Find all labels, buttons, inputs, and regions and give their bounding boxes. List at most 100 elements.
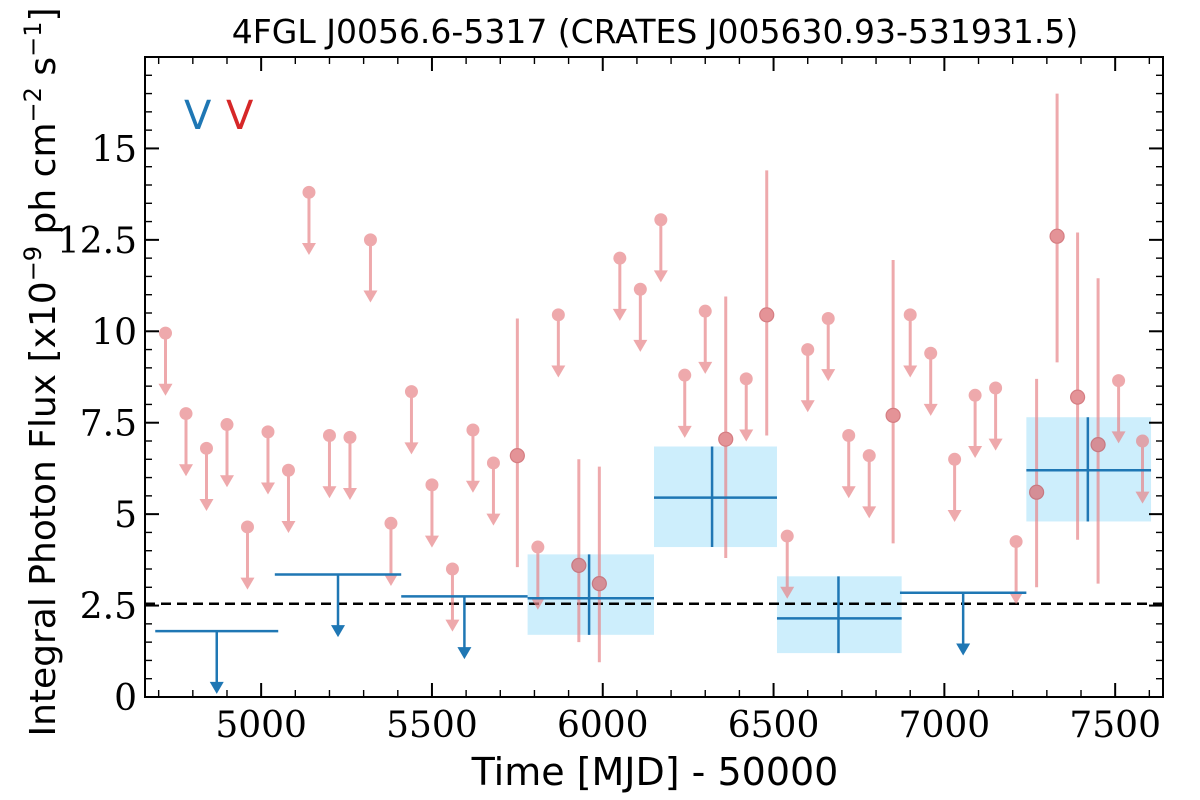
y-tick-label-0: 0 [114, 678, 137, 719]
red-detection-8 [1069, 232, 1086, 540]
red-upper-limit-point-34 [989, 381, 1003, 395]
red-upper-limit-27 [821, 311, 836, 382]
red-detection-point-3 [718, 431, 734, 447]
red-upper-limit-33 [968, 388, 983, 458]
red-upper-limit-point-4 [240, 520, 254, 534]
red-upper-limit-arrow-17 [530, 597, 545, 610]
y-tick-label-4: 10 [91, 312, 137, 353]
red-upper-limit-8 [322, 429, 337, 499]
red-upper-limit-16 [486, 456, 501, 526]
red-upper-limit-arrow-3 [219, 475, 234, 488]
x-tick-label-2: 6000 [557, 705, 649, 746]
blue-detection-3 [1026, 417, 1152, 522]
red-detection-point-5 [885, 407, 901, 423]
legend-entry-0: V [184, 93, 212, 139]
red-upper-limit-1 [178, 407, 193, 477]
red-upper-limit-arrow-21 [653, 270, 668, 283]
red-upper-limit-arrow-26 [800, 400, 815, 413]
red-upper-limit-30 [903, 308, 918, 378]
blue-detection-0 [527, 554, 654, 635]
red-upper-limit-point-5 [261, 425, 275, 439]
x-tick-label-1: 5500 [386, 705, 478, 746]
red-upper-limit-point-24 [739, 372, 753, 386]
red-upper-limit-point-30 [903, 308, 917, 322]
red-upper-limit-point-0 [158, 326, 172, 340]
red-upper-limit-37 [1135, 434, 1150, 504]
red-upper-limit-point-7 [302, 185, 316, 199]
blue-upper-limit-arrow-1 [331, 625, 346, 638]
red-upper-limit-25 [780, 529, 795, 599]
y-axis-label-end: s [23, 57, 64, 87]
red-upper-limit-arrow-13 [424, 535, 439, 548]
y-tick-label-6: 15 [91, 129, 137, 170]
red-upper-limit-point-2 [199, 441, 213, 455]
red-upper-limit-point-9 [343, 430, 357, 444]
red-upper-limit-point-26 [801, 343, 815, 357]
red-upper-limit-arrow-28 [841, 486, 856, 499]
red-upper-limit-arrow-33 [968, 445, 983, 458]
plot-area: 5000 5500 6000 6500 7000 7500 0 2.5 5 7.5 10 12.5 15… [57, 56, 1164, 746]
y-axis-label-main: Integral Photon Flux [x10 [23, 281, 64, 736]
red-detection-point-4 [759, 307, 775, 323]
blue-upper-limit-arrow-0 [209, 681, 224, 694]
red-upper-limit-arrow-9 [342, 488, 357, 501]
red-upper-limit-arrow-34 [988, 438, 1003, 451]
blue-detection-1 [654, 446, 777, 548]
red-upper-limit-arrow-12 [404, 442, 419, 455]
red-upper-limit-arrow-5 [260, 482, 275, 495]
blue-upper-limit-3 [899, 591, 1027, 656]
red-upper-limit-point-36 [1112, 374, 1126, 388]
red-upper-limit-point-15 [466, 423, 480, 437]
red-upper-limit-arrow-10 [363, 290, 378, 303]
y-axis-label-mid: ph cm [23, 122, 64, 245]
red-upper-limit-point-28 [842, 429, 856, 443]
x-tick-label-0: 5000 [215, 705, 307, 746]
red-detection-point-6 [1029, 484, 1045, 500]
legend-entry-1: V [226, 93, 254, 139]
red-upper-limit-point-33 [968, 388, 982, 402]
red-detection-5 [885, 259, 901, 544]
red-upper-limit-point-12 [404, 385, 418, 399]
red-upper-limit-point-19 [613, 251, 627, 265]
red-detection-point-2 [591, 576, 607, 592]
red-upper-limit-23 [698, 304, 713, 374]
red-upper-limit-21 [653, 213, 668, 283]
x-tick-label-4: 7000 [899, 705, 991, 746]
red-upper-limit-arrow-11 [383, 573, 398, 586]
plot-frame [144, 56, 1164, 698]
red-upper-limit-arrow-19 [612, 308, 627, 321]
x-tick-label-3: 6500 [728, 705, 820, 746]
red-upper-limit-arrow-27 [821, 369, 836, 382]
chart-title: 4FGL J0056.6-5317 (CRATES J005630.93-531… [232, 12, 1078, 51]
red-upper-limit-0 [158, 326, 173, 396]
red-upper-limit-point-31 [924, 346, 938, 360]
red-upper-limit-arrow-16 [486, 513, 501, 526]
y-axis-label-exp: −9 [19, 246, 47, 281]
red-upper-limit-arrow-15 [465, 480, 480, 493]
y-axis-label: Integral Photon Flux [x10−9 ph cm−2 s−1] [19, 7, 64, 736]
red-detection-point-8 [1069, 389, 1086, 405]
red-upper-limit-28 [841, 429, 856, 499]
red-upper-limit-5 [260, 425, 275, 495]
y-tick-label-5: 12.5 [57, 221, 137, 262]
y-axis-label-exp2: −2 [19, 87, 47, 122]
red-upper-limit-arrow-23 [698, 361, 713, 374]
red-upper-limit-point-20 [633, 282, 647, 296]
red-upper-limit-24 [739, 372, 754, 442]
red-upper-limit-point-22 [678, 368, 692, 382]
red-upper-limit-point-14 [445, 562, 459, 576]
red-upper-limit-point-13 [425, 478, 439, 492]
red-upper-limit-arrow-8 [322, 486, 337, 499]
red-detection-0 [509, 318, 525, 568]
red-detection-point-1 [571, 557, 587, 573]
red-detection-9 [1090, 278, 1106, 584]
red-upper-limit-point-3 [220, 418, 234, 432]
red-upper-limit-arrow-29 [862, 506, 877, 519]
red-upper-limit-point-6 [281, 463, 295, 477]
blue-upper-limit-0 [155, 629, 279, 694]
red-upper-limit-29 [862, 449, 877, 519]
red-upper-limit-32 [947, 452, 962, 522]
red-upper-limit-arrow-4 [240, 577, 255, 590]
red-upper-limit-point-27 [821, 311, 835, 325]
red-upper-limit-19 [612, 251, 627, 321]
